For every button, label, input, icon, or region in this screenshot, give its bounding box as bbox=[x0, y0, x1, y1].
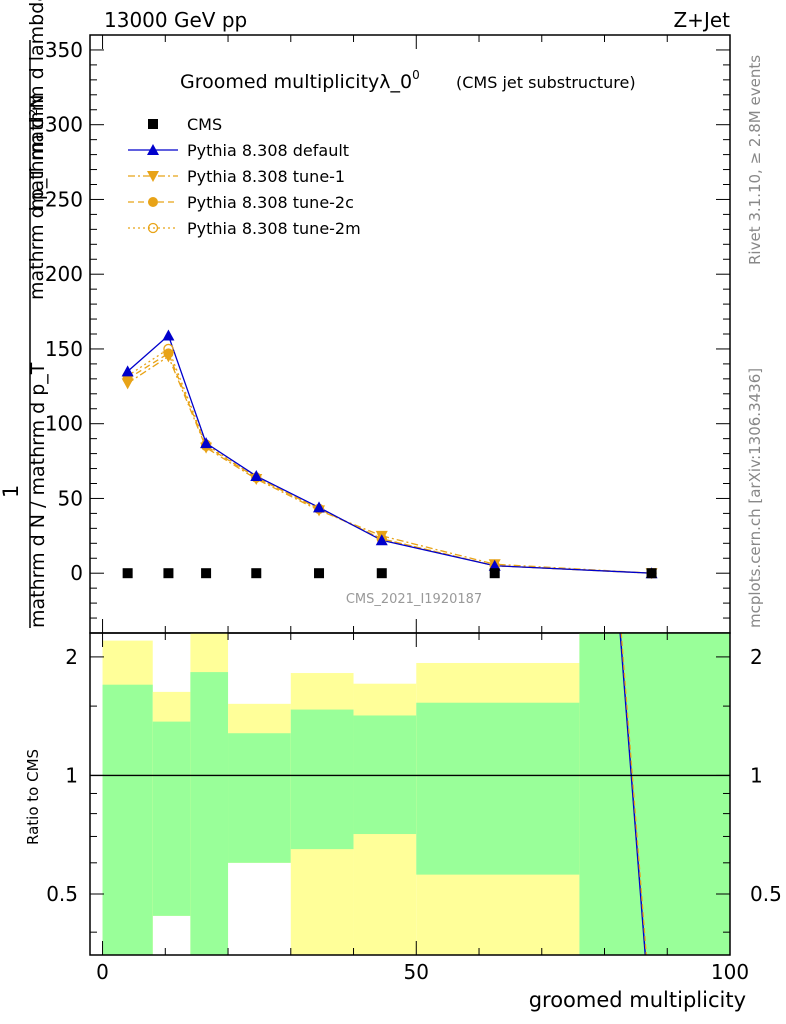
series-1-point bbox=[162, 329, 175, 341]
ratio-ytick-label-right: 2 bbox=[750, 645, 763, 669]
series-4-point bbox=[163, 343, 174, 355]
series-1-point bbox=[200, 437, 213, 449]
ratio-axes: 0.5 0.5 1 1 2 2 0 50 100 bbox=[46, 633, 782, 984]
x-axis-label: groomed multiplicity bbox=[529, 988, 746, 1012]
series-1-point bbox=[313, 501, 326, 513]
main-title-text: Groomed multiplicityλ_0 bbox=[180, 71, 412, 93]
series-0-point bbox=[122, 568, 133, 579]
main-title-superscript: 0 bbox=[412, 68, 420, 82]
ratio-band-green bbox=[353, 715, 417, 835]
header-process: 13000 GeV pp bbox=[104, 8, 247, 32]
legend-marker bbox=[147, 171, 159, 182]
watermark: CMS_2021_I1920187 bbox=[346, 592, 482, 607]
legend-label: CMS bbox=[187, 115, 222, 134]
legend-label: Pythia 8.308 tune-2c bbox=[187, 193, 354, 212]
series-1-point bbox=[488, 559, 501, 571]
ratio-frame bbox=[89, 632, 731, 956]
ylabel-denominator: mathrm d N / mathrm d p_T bbox=[27, 362, 49, 628]
ratio-ytick-label: 0.5 bbox=[46, 882, 78, 906]
series-0-point bbox=[646, 568, 657, 579]
legend-marker bbox=[148, 119, 158, 129]
ylabel-numerator-sub: mathrm d p_T mathrm d lambda bbox=[26, 0, 48, 300]
series-0-point bbox=[163, 568, 174, 579]
ratio-band-green bbox=[290, 709, 354, 850]
ratio-bands bbox=[102, 633, 730, 955]
x-tick-label: 100 bbox=[711, 960, 749, 984]
legend-label: Pythia 8.308 tune-1 bbox=[187, 167, 345, 186]
ratio-band-green bbox=[416, 702, 580, 875]
ratio-band-green bbox=[228, 733, 291, 863]
main-ytick-label: 250 bbox=[45, 187, 83, 211]
ratio-band-green bbox=[579, 633, 730, 955]
main-series-markers bbox=[121, 329, 658, 580]
series-line-3 bbox=[127, 352, 652, 574]
ratio-ytick-label-right: 0.5 bbox=[750, 882, 782, 906]
legend-marker bbox=[148, 197, 158, 207]
ratio-line-tunes bbox=[620, 632, 647, 956]
series-0-point bbox=[314, 568, 325, 579]
x-tick-label: 50 bbox=[404, 960, 429, 984]
ratio-ytick-label: 2 bbox=[65, 645, 78, 669]
main-ytick-label: 350 bbox=[45, 38, 83, 62]
main-title-subtitle: (CMS jet substructure) bbox=[456, 73, 636, 92]
mcplots-label: mcplots.cern.ch [arXiv:1306.3436] bbox=[746, 368, 764, 628]
ratio-lines bbox=[90, 632, 730, 956]
legend-marker bbox=[147, 222, 159, 234]
series-1-point bbox=[375, 534, 388, 546]
legend: CMS Pythia 8.308 default Pythia 8.308 tune… bbox=[128, 115, 361, 238]
series-line-2 bbox=[127, 355, 652, 574]
header-channel: Z+Jet bbox=[673, 8, 730, 32]
series-0-point bbox=[251, 568, 262, 579]
ratio-band-green bbox=[102, 684, 153, 955]
series-0-point bbox=[376, 568, 387, 579]
x-tick-label: 0 bbox=[96, 960, 109, 984]
ratio-band-green bbox=[190, 672, 229, 955]
ratio-line-default bbox=[619, 632, 647, 956]
legend-label: Pythia 8.308 tune-2m bbox=[187, 219, 361, 238]
main-title: Groomed multiplicityλ_00 bbox=[180, 68, 420, 93]
main-series-lines bbox=[127, 334, 652, 574]
ratio-band-green bbox=[152, 721, 191, 916]
main-ytick-label: 300 bbox=[45, 113, 83, 137]
main-ytick-label: 150 bbox=[45, 337, 83, 361]
rivet-version-label: Rivet 3.1.10, ≥ 2.8M events bbox=[746, 55, 764, 265]
series-1-point bbox=[121, 365, 134, 377]
series-1-point bbox=[250, 470, 263, 482]
ratio-ytick-label-right: 1 bbox=[750, 763, 763, 787]
ylabel-numerator: mathrm d²N bbox=[26, 94, 48, 210]
main-ylabel: 1 mathrm d²N mathrm d p_T mathrm d lambd… bbox=[0, 0, 49, 628]
ratio-ylabel: Ratio to CMS bbox=[24, 749, 42, 845]
ratio-panel: 0.5 0.5 1 1 2 2 0 50 100 Ratio to CMS groomed mu… bbox=[24, 632, 782, 1012]
main-ytick-label: 200 bbox=[45, 262, 83, 286]
series-line-4 bbox=[127, 347, 652, 574]
main-ytick-label: 0 bbox=[70, 561, 83, 585]
main-ytick-label: 100 bbox=[45, 412, 83, 436]
ylabel-prefix: 1 bbox=[0, 485, 23, 498]
legend-label: Pythia 8.308 default bbox=[187, 141, 349, 160]
series-0-point bbox=[201, 568, 212, 579]
series-line-1 bbox=[127, 334, 652, 574]
legend-marker bbox=[147, 144, 159, 155]
main-frame bbox=[89, 34, 731, 634]
ratio-ytick-label: 1 bbox=[65, 763, 78, 787]
series-0-point bbox=[489, 568, 500, 579]
main-axes: 0 50 100 150 200 250 300 350 bbox=[45, 34, 731, 634]
main-panel: 0 50 100 150 200 250 300 350 Groomed multiplici… bbox=[0, 0, 731, 634]
main-ytick-label: 50 bbox=[58, 486, 83, 510]
